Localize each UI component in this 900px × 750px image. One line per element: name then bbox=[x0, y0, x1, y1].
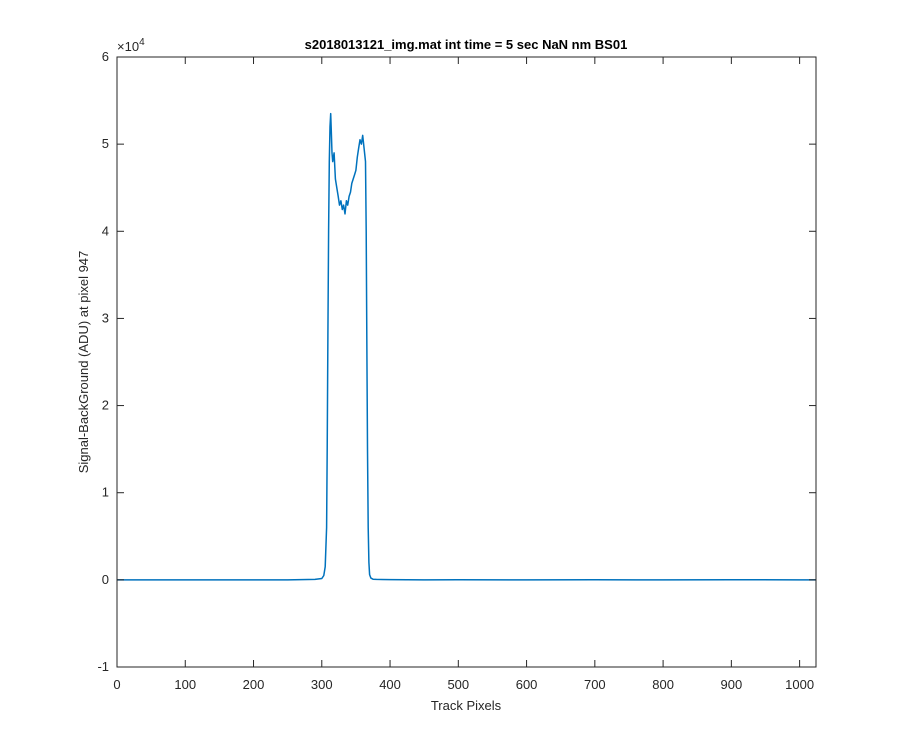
y-tick-label: -1 bbox=[97, 659, 109, 674]
x-tick-label: 800 bbox=[652, 677, 674, 692]
y-tick-label: 4 bbox=[102, 223, 109, 238]
y-exponent-power: 4 bbox=[139, 37, 145, 48]
y-exponent-label: ×104 bbox=[117, 37, 145, 54]
chart-title: s2018013121_img.mat int time = 5 sec NaN… bbox=[305, 37, 628, 52]
x-tick-label: 100 bbox=[174, 677, 196, 692]
x-tick-label: 900 bbox=[721, 677, 743, 692]
x-tick-label: 0 bbox=[113, 677, 120, 692]
tick-layer: 0 100 200 300 400 500 600 700 800 900 1000 -1 0 1 2 3 4 5… bbox=[97, 49, 816, 692]
y-tick-label: 2 bbox=[102, 398, 109, 413]
series-line bbox=[117, 112, 816, 581]
x-tick-label: 400 bbox=[379, 677, 401, 692]
data-layer bbox=[117, 112, 816, 581]
y-tick-label: 0 bbox=[102, 572, 109, 587]
x-tick-label: 700 bbox=[584, 677, 606, 692]
y-exponent-base: ×10 bbox=[117, 39, 139, 54]
x-tick-label: 600 bbox=[516, 677, 538, 692]
axes-box bbox=[116, 56, 817, 668]
x-tick-label: 300 bbox=[311, 677, 333, 692]
x-axis-label: Track Pixels bbox=[431, 698, 502, 713]
y-tick-label: 5 bbox=[102, 136, 109, 151]
y-tick-label: 6 bbox=[102, 49, 109, 64]
y-tick-label: 1 bbox=[102, 485, 109, 500]
y-axis-label: Signal-BackGround (ADU) at pixel 947 bbox=[76, 251, 91, 474]
x-tick-label: 1000 bbox=[785, 677, 814, 692]
x-tick-label: 200 bbox=[243, 677, 265, 692]
x-tick-label: 500 bbox=[447, 677, 469, 692]
y-tick-label: 3 bbox=[102, 310, 109, 325]
plot-area bbox=[117, 57, 816, 667]
